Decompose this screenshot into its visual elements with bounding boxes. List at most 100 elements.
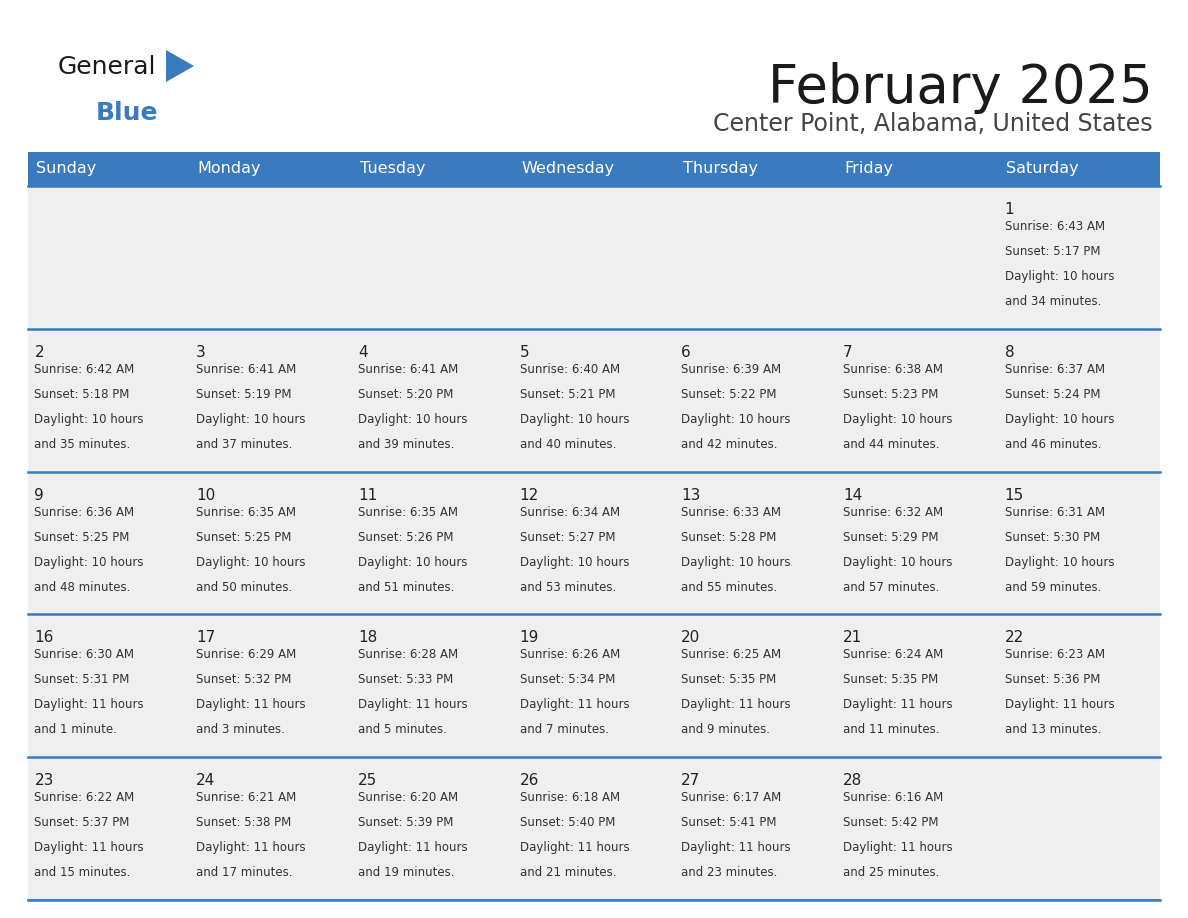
Text: and 59 minutes.: and 59 minutes. <box>1005 580 1101 594</box>
Bar <box>675 329 836 472</box>
Bar <box>675 152 836 186</box>
Bar <box>190 472 352 614</box>
Text: and 50 minutes.: and 50 minutes. <box>196 580 292 594</box>
Bar <box>352 329 513 472</box>
Bar <box>675 186 836 329</box>
Bar <box>675 757 836 900</box>
Text: Sunset: 5:39 PM: Sunset: 5:39 PM <box>358 816 454 829</box>
Text: and 19 minutes.: and 19 minutes. <box>358 867 454 879</box>
Text: 18: 18 <box>358 631 377 645</box>
Text: Sunset: 5:26 PM: Sunset: 5:26 PM <box>358 531 454 543</box>
Text: Daylight: 11 hours: Daylight: 11 hours <box>196 699 305 711</box>
Bar <box>836 472 998 614</box>
Text: Sunset: 5:18 PM: Sunset: 5:18 PM <box>34 387 129 401</box>
Text: Sunset: 5:42 PM: Sunset: 5:42 PM <box>843 816 939 829</box>
Text: Sunrise: 6:37 AM: Sunrise: 6:37 AM <box>1005 363 1105 375</box>
Text: and 7 minutes.: and 7 minutes. <box>519 723 608 736</box>
Bar <box>29 472 190 614</box>
Text: and 11 minutes.: and 11 minutes. <box>843 723 940 736</box>
Text: 11: 11 <box>358 487 377 502</box>
Text: and 48 minutes.: and 48 minutes. <box>34 580 131 594</box>
Text: and 35 minutes.: and 35 minutes. <box>34 438 131 451</box>
Text: Daylight: 10 hours: Daylight: 10 hours <box>1005 413 1114 426</box>
Bar <box>513 472 675 614</box>
Text: Sunset: 5:33 PM: Sunset: 5:33 PM <box>358 674 453 687</box>
Text: Sunset: 5:21 PM: Sunset: 5:21 PM <box>519 387 615 401</box>
Text: Thursday: Thursday <box>683 162 758 176</box>
Text: and 34 minutes.: and 34 minutes. <box>1005 295 1101 308</box>
Text: 12: 12 <box>519 487 539 502</box>
Bar <box>513 152 675 186</box>
Text: Sunset: 5:41 PM: Sunset: 5:41 PM <box>682 816 777 829</box>
Bar <box>29 329 190 472</box>
Bar <box>513 329 675 472</box>
Bar <box>836 614 998 757</box>
Text: 14: 14 <box>843 487 862 502</box>
Text: Sunrise: 6:23 AM: Sunrise: 6:23 AM <box>1005 648 1105 661</box>
Text: Daylight: 10 hours: Daylight: 10 hours <box>682 413 791 426</box>
Text: and 46 minutes.: and 46 minutes. <box>1005 438 1101 451</box>
Text: Daylight: 10 hours: Daylight: 10 hours <box>843 555 953 568</box>
Text: and 23 minutes.: and 23 minutes. <box>682 867 778 879</box>
Text: Sunset: 5:36 PM: Sunset: 5:36 PM <box>1005 674 1100 687</box>
Text: Daylight: 10 hours: Daylight: 10 hours <box>519 555 630 568</box>
Text: Tuesday: Tuesday <box>360 162 425 176</box>
Text: Sunset: 5:31 PM: Sunset: 5:31 PM <box>34 674 129 687</box>
Bar <box>190 757 352 900</box>
Text: 28: 28 <box>843 773 862 789</box>
Text: Sunset: 5:17 PM: Sunset: 5:17 PM <box>1005 245 1100 258</box>
Text: and 51 minutes.: and 51 minutes. <box>358 580 454 594</box>
Text: Sunrise: 6:31 AM: Sunrise: 6:31 AM <box>1005 506 1105 519</box>
Text: 4: 4 <box>358 345 367 360</box>
Text: 6: 6 <box>682 345 691 360</box>
Text: 24: 24 <box>196 773 215 789</box>
Text: Sunrise: 6:41 AM: Sunrise: 6:41 AM <box>358 363 459 375</box>
Text: Daylight: 10 hours: Daylight: 10 hours <box>34 555 144 568</box>
Text: 25: 25 <box>358 773 377 789</box>
Bar <box>675 472 836 614</box>
Text: Daylight: 10 hours: Daylight: 10 hours <box>1005 270 1114 283</box>
Text: and 25 minutes.: and 25 minutes. <box>843 867 940 879</box>
Text: Center Point, Alabama, United States: Center Point, Alabama, United States <box>713 112 1154 136</box>
Bar <box>836 329 998 472</box>
Text: 15: 15 <box>1005 487 1024 502</box>
Text: Daylight: 10 hours: Daylight: 10 hours <box>682 555 791 568</box>
Text: Sunset: 5:35 PM: Sunset: 5:35 PM <box>682 674 777 687</box>
Text: Sunrise: 6:30 AM: Sunrise: 6:30 AM <box>34 648 134 661</box>
Polygon shape <box>166 50 194 82</box>
Text: and 53 minutes.: and 53 minutes. <box>519 580 615 594</box>
Text: Sunset: 5:20 PM: Sunset: 5:20 PM <box>358 387 454 401</box>
Text: Sunset: 5:30 PM: Sunset: 5:30 PM <box>1005 531 1100 543</box>
Text: 19: 19 <box>519 631 539 645</box>
Bar <box>675 614 836 757</box>
Text: Sunrise: 6:17 AM: Sunrise: 6:17 AM <box>682 791 782 804</box>
Bar <box>836 757 998 900</box>
Text: Sunrise: 6:35 AM: Sunrise: 6:35 AM <box>358 506 457 519</box>
Text: Daylight: 11 hours: Daylight: 11 hours <box>843 699 953 711</box>
Text: and 3 minutes.: and 3 minutes. <box>196 723 285 736</box>
Bar <box>998 757 1159 900</box>
Text: 3: 3 <box>196 345 206 360</box>
Text: Daylight: 10 hours: Daylight: 10 hours <box>1005 555 1114 568</box>
Text: Daylight: 11 hours: Daylight: 11 hours <box>519 841 630 854</box>
Bar <box>190 152 352 186</box>
Text: and 44 minutes.: and 44 minutes. <box>843 438 940 451</box>
Bar <box>190 614 352 757</box>
Bar <box>29 152 190 186</box>
Bar <box>352 757 513 900</box>
Text: 16: 16 <box>34 631 53 645</box>
Text: Sunset: 5:24 PM: Sunset: 5:24 PM <box>1005 387 1100 401</box>
Text: 26: 26 <box>519 773 539 789</box>
Text: General: General <box>58 55 157 79</box>
Bar <box>29 614 190 757</box>
Bar <box>352 152 513 186</box>
Bar <box>190 329 352 472</box>
Text: and 5 minutes.: and 5 minutes. <box>358 723 447 736</box>
Text: Sunrise: 6:21 AM: Sunrise: 6:21 AM <box>196 791 297 804</box>
Bar <box>998 152 1159 186</box>
Text: Wednesday: Wednesday <box>522 162 614 176</box>
Text: Sunrise: 6:32 AM: Sunrise: 6:32 AM <box>843 506 943 519</box>
Text: Sunrise: 6:41 AM: Sunrise: 6:41 AM <box>196 363 297 375</box>
Text: 13: 13 <box>682 487 701 502</box>
Text: Sunrise: 6:22 AM: Sunrise: 6:22 AM <box>34 791 134 804</box>
